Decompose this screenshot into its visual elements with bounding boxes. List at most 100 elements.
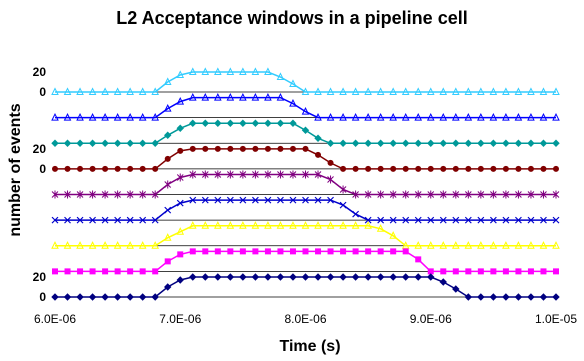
series-1-point-8 [138,87,147,95]
series-4-point-13 [202,145,209,152]
series-7-point-11 [176,227,185,235]
series-9-point-16 [239,273,247,281]
series-9-point-1 [51,293,59,301]
series-3-point-25 [351,139,360,147]
series-6-point-35 [477,216,485,224]
series-7-point-3 [76,241,84,249]
series-7-point-20 [289,221,297,229]
x-tick-label: 8.0E-06 [284,312,326,326]
series-3-point-5 [101,139,109,147]
series-2-point-35 [477,113,485,121]
series-1-point-25 [351,87,360,95]
series-2-point-1 [51,113,59,121]
series-1-point-21 [301,87,310,95]
series-3-point-14 [214,119,222,127]
series-5-point-19 [277,170,284,179]
series-1-point-15 [226,67,235,75]
series-3-point-30 [414,139,422,147]
series-7-point-12 [188,221,197,229]
series-2-point-6 [113,113,122,121]
series-7-line [55,225,556,247]
series-9-point-6 [113,293,122,301]
series-3-point-40 [539,139,548,147]
series-7-point-17 [251,221,260,229]
series-1-point-1 [51,87,59,95]
series-6-point-39 [527,216,535,224]
series-4-point-11 [177,147,184,154]
series-4-point-19 [277,145,284,152]
series-4-point-14 [214,145,221,152]
annotation-label: 0 [39,162,46,176]
series-4-point-25 [352,165,359,172]
series-7-point-18 [264,221,272,229]
series-7-point-25 [351,221,360,229]
series-1-point-13 [201,67,210,75]
series-2-point-25 [351,113,360,121]
series-9-point-26 [364,273,372,281]
x-tick-label: 1.0E-05 [535,312,577,326]
series-4-point-7 [127,165,134,172]
series-5-point-28 [389,190,397,199]
series-4-point-8 [139,165,146,172]
series-9-point-27 [376,273,385,281]
series-2-point-31 [426,113,435,121]
series-2-point-17 [251,93,260,101]
series-5-point-39 [527,190,535,199]
series-2-point-2 [63,113,72,121]
series-2-line [55,96,556,119]
series-5-point-35 [477,190,485,199]
series-4-point-2 [64,165,71,172]
series-7-point-33 [451,241,460,249]
series-4-point-38 [515,165,522,172]
series-9-point-32 [439,278,447,286]
series-7-point-24 [339,221,347,229]
x-tick-label: 6.0E-06 [34,312,76,326]
series-5-point-1 [51,190,59,199]
series-2-point-13 [201,93,210,101]
series-2-point-15 [226,93,235,101]
series-7-point-14 [214,221,222,229]
series-6-point-4 [89,216,96,224]
series-1-point-3 [76,87,84,95]
series-8-point-9 [152,268,159,275]
series-7-point-15 [226,221,235,229]
series-3-point-20 [289,119,297,127]
series-6-point-33 [452,216,460,224]
series-5-point-14 [214,170,222,179]
series-6-point-8 [139,216,147,224]
series-8-point-30 [415,256,422,263]
series-2-point-30 [414,113,423,121]
series-1-point-33 [451,87,460,95]
series-9-point-28 [389,273,397,281]
series-6-point-26 [364,216,372,224]
series-2-point-4 [88,113,97,121]
series-6-point-14 [214,196,222,204]
series-8-point-32 [440,268,447,275]
series-1-point-11 [176,70,185,78]
series-5-point-12 [189,170,197,179]
series-5-point-26 [364,190,372,199]
series-6-point-27 [377,216,385,224]
series-1-point-36 [489,87,498,95]
series-3-point-36 [489,139,498,147]
series-9-point-5 [101,293,109,301]
series-5-point-6 [114,190,121,199]
series-3-point-39 [527,139,535,147]
series-1-point-40 [539,87,548,95]
series-5-point-21 [302,170,309,179]
series-3-point-16 [239,119,247,127]
series-1-point-23 [326,87,335,95]
series-7-point-7 [126,241,134,249]
series-4-point-40 [540,165,547,172]
annotation-label: 20 [33,142,47,156]
series-6-point-36 [489,216,497,224]
series-8-point-14 [214,248,221,255]
series-5-point-41 [552,190,560,199]
series-1-point-28 [389,87,397,95]
series-9-point-18 [264,273,272,281]
series-2-point-40 [539,113,548,121]
series-2-point-22 [314,113,322,121]
series-9-point-30 [414,273,422,281]
series-2-point-10 [163,104,172,112]
